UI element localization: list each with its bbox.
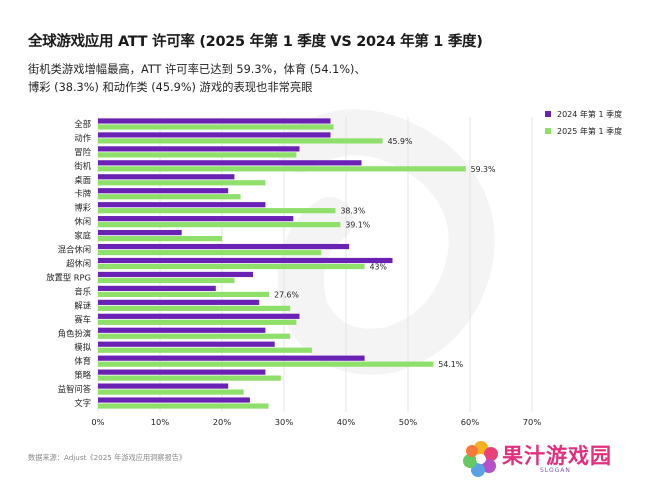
- x-tick-label: 70%: [523, 417, 542, 427]
- subtitle-line-1: 街机类游戏增幅最高，ATT 许可率已达到 59.3%，体育 (54.1%)、: [28, 63, 366, 76]
- bar-2024-q1: [98, 271, 253, 278]
- legend-swatch: [545, 111, 551, 117]
- bar-2024-q1: [98, 243, 350, 250]
- x-tick-label: 0%: [91, 417, 104, 427]
- bar-2025-q1: [98, 222, 341, 228]
- x-tick-label: 20%: [213, 417, 232, 427]
- bar-2025-q1: [98, 152, 297, 158]
- category-label: 博彩: [74, 203, 91, 213]
- bar-2025-q1: [98, 403, 269, 409]
- bar-2024-q1: [98, 174, 235, 180]
- x-tick-label: 10%: [151, 417, 170, 427]
- category-label: 赛车: [74, 314, 91, 324]
- bar-2024-q1: [98, 285, 216, 292]
- category-label: 策略: [74, 370, 91, 380]
- category-label: 解谜: [74, 300, 91, 310]
- category-label: 放置型 RPG: [46, 272, 91, 282]
- category-label: 角色扮演: [58, 328, 91, 338]
- bar-2025-q1: [98, 347, 312, 353]
- bar-2024-q1: [98, 202, 266, 208]
- category-label: 休闲: [74, 217, 91, 227]
- bar-2025-q1: [98, 208, 336, 214]
- bar-2024-q1: [98, 355, 365, 361]
- bar-2025-q1: [98, 124, 334, 130]
- bar-2025-q1: [98, 263, 365, 270]
- category-label: 模拟: [74, 342, 91, 352]
- bar-2024-q1: [98, 299, 260, 305]
- bar-2024-q1: [98, 160, 362, 166]
- legend-label: 2025 年第 1 季度: [557, 126, 622, 136]
- bar-2025-q1: [98, 375, 281, 381]
- bar-2025-q1: [98, 138, 383, 144]
- category-label: 体育: [74, 356, 91, 366]
- category-label: 卡牌: [74, 189, 91, 199]
- bar-2024-q1: [98, 118, 331, 124]
- bar-2025-q1: [98, 361, 434, 367]
- page-subtitle: 街机类游戏增幅最高，ATT 许可率已达到 59.3%，体育 (54.1%)、 博…: [28, 61, 448, 97]
- x-tick-label: 40%: [337, 417, 356, 427]
- data-label: 38.3%: [340, 207, 365, 216]
- category-label: 音乐: [74, 286, 91, 296]
- category-label: 益智问答: [58, 384, 92, 394]
- category-label: 家庭: [74, 231, 91, 241]
- subtitle-line-2: 博彩 (38.3%) 和动作类 (45.9%) 游戏的表现也非常亮眼: [28, 81, 313, 94]
- bar-2025-q1: [98, 319, 297, 325]
- bar-2025-q1: [98, 277, 235, 284]
- bar-2024-q1: [98, 327, 266, 333]
- x-tick-label: 30%: [275, 417, 294, 427]
- brand-logo: 果汁游戏园 SLOGAN: [462, 440, 642, 480]
- legend-label: 2024 年第 1 季度: [557, 109, 622, 119]
- bar-2025-q1: [98, 235, 222, 242]
- category-label: 超休闲: [66, 259, 91, 269]
- bar-2025-q1: [98, 389, 244, 395]
- data-label: 27.6%: [274, 290, 299, 299]
- bar-2025-q1: [98, 291, 270, 298]
- legend-swatch: [545, 128, 551, 134]
- bar-2024-q1: [98, 216, 294, 222]
- logo-text: 果汁游戏园: [502, 444, 612, 468]
- data-source-note: 数据来源：Adjust《2025 年游戏应用洞察报告》: [28, 453, 187, 462]
- category-label: 街机: [74, 161, 91, 171]
- data-label: 43%: [370, 263, 387, 272]
- flower-logo-icon: [463, 441, 498, 477]
- bar-2025-q1: [98, 166, 466, 172]
- logo-slogan: SLOGAN: [540, 467, 571, 474]
- bar-2025-q1: [98, 305, 291, 311]
- category-label: 全部: [74, 119, 91, 129]
- bar-2025-q1: [98, 180, 266, 186]
- bar-2024-q1: [98, 313, 300, 319]
- data-label: 54.1%: [438, 360, 463, 369]
- page-title: 全球游戏应用 ATT 许可率 (2025 年第 1 季度 VS 2024 年第 …: [28, 34, 483, 50]
- data-label: 59.3%: [471, 165, 496, 174]
- bar-2024-q1: [98, 369, 266, 375]
- bar-2024-q1: [98, 257, 393, 264]
- data-label: 45.9%: [388, 137, 413, 146]
- category-label: 文字: [74, 398, 91, 408]
- bar-2024-q1: [98, 397, 250, 403]
- bar-2025-q1: [98, 249, 322, 256]
- bar-2024-q1: [98, 146, 300, 152]
- category-label: 混合休闲: [58, 245, 91, 255]
- bar-2025-q1: [98, 333, 291, 339]
- category-label: 桌面: [74, 175, 91, 185]
- bar-2024-q1: [98, 188, 229, 194]
- data-label: 39.1%: [345, 221, 370, 230]
- x-tick-label: 60%: [461, 417, 480, 427]
- bar-2024-q1: [98, 341, 275, 347]
- background-watermark-shape: [277, 109, 495, 375]
- category-label: 动作: [74, 133, 91, 143]
- bar-2024-q1: [98, 383, 229, 389]
- category-label: 冒险: [74, 147, 91, 157]
- bar-2024-q1: [98, 132, 331, 138]
- bar-2024-q1: [98, 229, 182, 236]
- bar-2025-q1: [98, 194, 241, 200]
- x-tick-label: 50%: [399, 417, 418, 427]
